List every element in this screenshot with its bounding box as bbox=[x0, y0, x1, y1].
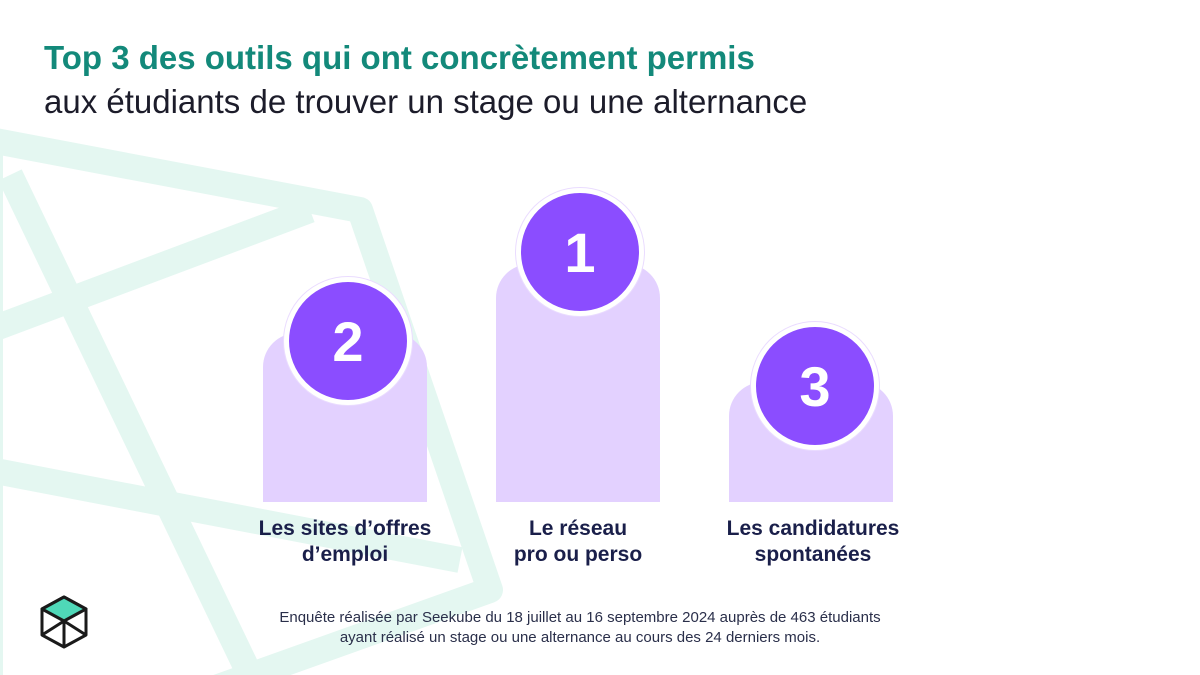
rank-1-label: Le réseau pro ou perso bbox=[458, 516, 698, 568]
seekube-logo-icon bbox=[40, 595, 88, 649]
rank-2-label: Les sites d’offres d’emploi bbox=[225, 516, 465, 568]
page-subtitle: aux étudiants de trouver un stage ou une… bbox=[44, 83, 808, 120]
rank-3-label-line2: spontanées bbox=[754, 543, 872, 566]
rank-1-label-line1: Le réseau bbox=[528, 517, 628, 540]
rank-3-label: Les candidatures spontanées bbox=[693, 516, 933, 568]
footnote-line2: ayant réalisé un stage ou une alternance… bbox=[339, 629, 821, 646]
rank-2-badge: 2 bbox=[284, 277, 412, 405]
rank-3-badge: 3 bbox=[751, 322, 879, 450]
rank-3-label-line1: Les candidatures bbox=[726, 517, 900, 540]
page-title: Top 3 des outils qui ont concrètement pe… bbox=[44, 39, 755, 76]
footnote-line1: Enquête réalisée par Seekube du 18 juill… bbox=[279, 609, 881, 626]
survey-footnote: Enquête réalisée par Seekube du 18 juill… bbox=[180, 608, 980, 648]
rank-2-label-line2: d’emploi bbox=[301, 543, 389, 566]
rank-1-badge: 1 bbox=[516, 188, 644, 316]
rank-2-label-line1: Les sites d’offres bbox=[258, 517, 432, 540]
rank-1-label-line2: pro ou perso bbox=[513, 543, 643, 566]
